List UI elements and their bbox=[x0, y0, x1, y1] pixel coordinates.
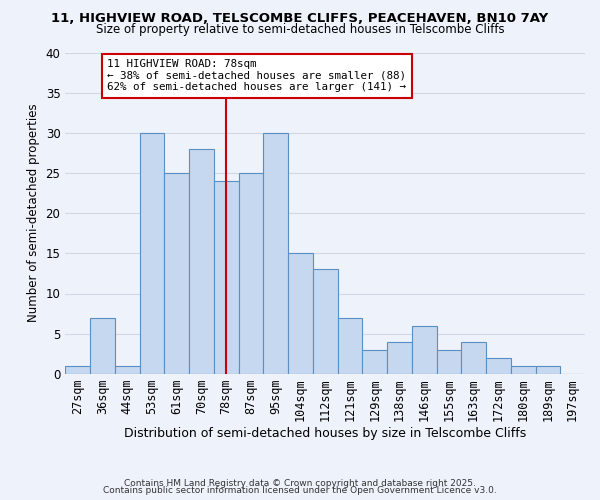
Bar bbox=[189, 149, 214, 374]
Text: 11 HIGHVIEW ROAD: 78sqm
← 38% of semi-detached houses are smaller (88)
62% of se: 11 HIGHVIEW ROAD: 78sqm ← 38% of semi-de… bbox=[107, 59, 406, 92]
Bar bbox=[461, 342, 486, 374]
Bar bbox=[362, 350, 387, 374]
Bar bbox=[338, 318, 362, 374]
Bar bbox=[140, 133, 164, 374]
Bar bbox=[412, 326, 437, 374]
Bar bbox=[437, 350, 461, 374]
Text: Contains public sector information licensed under the Open Government Licence v3: Contains public sector information licen… bbox=[103, 486, 497, 495]
Y-axis label: Number of semi-detached properties: Number of semi-detached properties bbox=[27, 104, 40, 322]
Bar bbox=[486, 358, 511, 374]
Bar bbox=[288, 254, 313, 374]
Bar bbox=[387, 342, 412, 374]
Bar bbox=[239, 173, 263, 374]
Bar bbox=[511, 366, 536, 374]
Text: Contains HM Land Registry data © Crown copyright and database right 2025.: Contains HM Land Registry data © Crown c… bbox=[124, 478, 476, 488]
Text: Size of property relative to semi-detached houses in Telscombe Cliffs: Size of property relative to semi-detach… bbox=[95, 22, 505, 36]
Bar bbox=[164, 173, 189, 374]
Bar bbox=[263, 133, 288, 374]
Bar bbox=[65, 366, 90, 374]
Bar bbox=[313, 270, 338, 374]
Bar bbox=[115, 366, 140, 374]
Bar bbox=[214, 181, 239, 374]
Text: 11, HIGHVIEW ROAD, TELSCOMBE CLIFFS, PEACEHAVEN, BN10 7AY: 11, HIGHVIEW ROAD, TELSCOMBE CLIFFS, PEA… bbox=[52, 12, 548, 26]
Bar bbox=[536, 366, 560, 374]
X-axis label: Distribution of semi-detached houses by size in Telscombe Cliffs: Distribution of semi-detached houses by … bbox=[124, 427, 526, 440]
Bar bbox=[90, 318, 115, 374]
